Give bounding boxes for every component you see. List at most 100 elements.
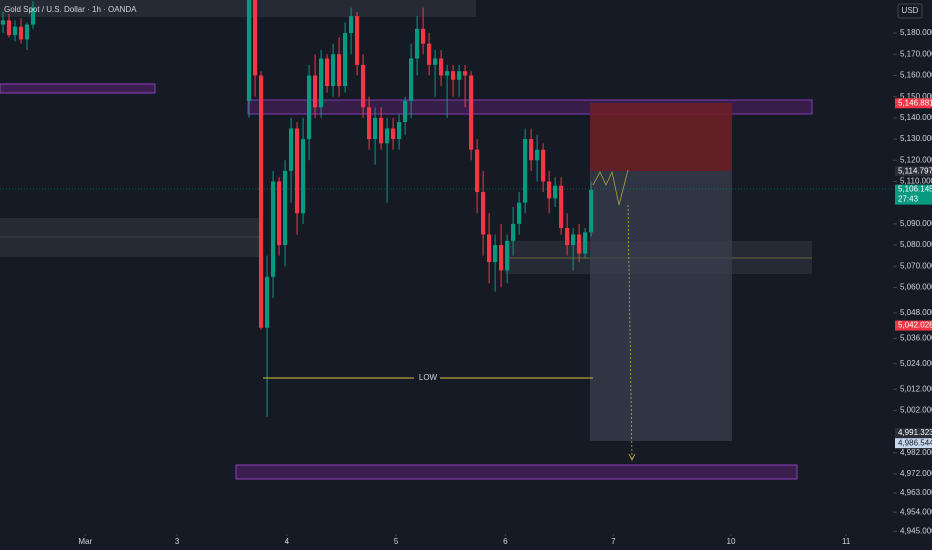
candle-body	[360, 64, 366, 108]
x-tick-label: 11	[842, 537, 851, 546]
candle-body	[330, 54, 336, 87]
candle-body	[282, 170, 288, 246]
price-tag-label: 5,114.797	[898, 166, 932, 175]
candle-body	[499, 245, 504, 271]
candle-body	[30, 7, 36, 25]
projection	[592, 169, 629, 206]
x-tick-label: 3	[175, 537, 180, 546]
y-tick-label: 4,945.000	[900, 526, 932, 535]
candle-body	[589, 189, 594, 233]
x-tick-label: Mar	[78, 537, 92, 546]
candles	[0, 0, 594, 417]
candle-body	[438, 58, 444, 76]
price-tag	[895, 166, 932, 177]
candle-body	[12, 26, 18, 36]
candle-body	[396, 122, 402, 140]
stop-zone	[590, 103, 732, 171]
candle-body	[318, 58, 324, 108]
arrow-head	[628, 453, 636, 461]
drawings	[0, 0, 893, 480]
y-tick-label: 4,982.000	[900, 448, 932, 457]
candle-body	[402, 100, 408, 123]
candle-body	[559, 185, 564, 229]
x-tick-label: 10	[727, 537, 736, 546]
purple-zone	[235, 464, 798, 480]
y-tick-label: 5,140.000	[900, 113, 932, 122]
y-tick-label: 5,130.000	[900, 134, 932, 143]
axes: 5,180.0005,170.0005,160.0005,150.0005,14…	[78, 28, 932, 546]
x-tick-label: 4	[285, 537, 290, 546]
candle-body	[475, 149, 480, 193]
candle-body	[553, 185, 558, 199]
candle-body	[0, 20, 6, 25]
y-tick-label: 5,002.000	[900, 406, 932, 415]
candle-body	[469, 75, 474, 150]
candle-body	[252, 0, 258, 76]
y-tick-label: 4,954.000	[900, 507, 932, 516]
candle-body	[541, 149, 546, 182]
target-zone	[590, 171, 732, 441]
price-tag-label: 4,986.544	[898, 438, 932, 447]
candle-body	[511, 223, 516, 241]
candle-body	[426, 43, 432, 65]
x-tick-label: 7	[611, 537, 616, 546]
price-tag-label: 5,042.028	[898, 321, 932, 330]
candle-body	[294, 128, 300, 214]
price-tag	[895, 320, 932, 331]
price-tag	[895, 184, 932, 205]
y-tick-label: 5,090.000	[900, 219, 932, 228]
candle-body	[481, 192, 486, 235]
y-tick-label: 5,036.000	[900, 333, 932, 342]
y-tick-label: 5,150.000	[900, 92, 932, 101]
countdown: 27:43	[898, 195, 919, 204]
candle-body	[306, 75, 312, 140]
price-tag-label: 4,991.323	[898, 428, 932, 437]
low-label: LOW	[419, 373, 438, 382]
price-tag-label: 5,106.145	[898, 185, 932, 194]
candle-body	[523, 139, 528, 203]
candle-body	[348, 16, 354, 34]
candle-body	[270, 181, 276, 277]
candle-body	[529, 139, 534, 161]
x-tick-label: 6	[503, 537, 508, 546]
price-tag	[895, 428, 932, 439]
y-tick-label: 4,972.000	[900, 469, 932, 478]
x-tick-label: 5	[394, 537, 399, 546]
candle-body	[390, 128, 396, 140]
candle-body	[276, 181, 282, 246]
candle-body	[246, 0, 252, 101]
candle-body	[372, 117, 378, 140]
y-tick-label: 5,012.000	[900, 384, 932, 393]
candle-body	[535, 149, 540, 161]
zone	[0, 218, 262, 257]
currency: USD	[902, 6, 919, 15]
candle-body	[300, 139, 306, 214]
candle-body	[457, 71, 462, 80]
currency-box	[897, 3, 923, 19]
low-label-bg	[414, 372, 440, 384]
chart-title: Gold Spot / U.S. Dollar · 1h · OANDA	[4, 5, 137, 14]
candle-body	[444, 71, 450, 76]
y-tick-label: 5,120.000	[900, 155, 932, 164]
y-tick-label: 4,963.000	[900, 488, 932, 497]
y-tick-label: 5,024.000	[900, 359, 932, 368]
candle-body	[408, 58, 414, 101]
y-tick-label: 5,048.000	[900, 308, 932, 317]
candle-body	[451, 71, 456, 80]
candle-body	[24, 24, 30, 40]
candle-body	[312, 75, 318, 108]
candle-body	[487, 234, 492, 263]
candle-body	[420, 28, 426, 44]
candle-body	[378, 117, 384, 144]
candle-body	[342, 33, 348, 87]
candle-body	[336, 54, 342, 87]
y-tick-label: 5,080.000	[900, 240, 932, 249]
candle-body	[288, 128, 294, 171]
candle-body	[366, 107, 372, 140]
candle-body	[493, 245, 498, 263]
price-tag	[895, 438, 932, 449]
price-tag-label: 5,146.881	[898, 98, 932, 107]
candle-body	[565, 228, 570, 246]
purple-zone	[0, 83, 156, 94]
candle-body	[258, 75, 264, 328]
